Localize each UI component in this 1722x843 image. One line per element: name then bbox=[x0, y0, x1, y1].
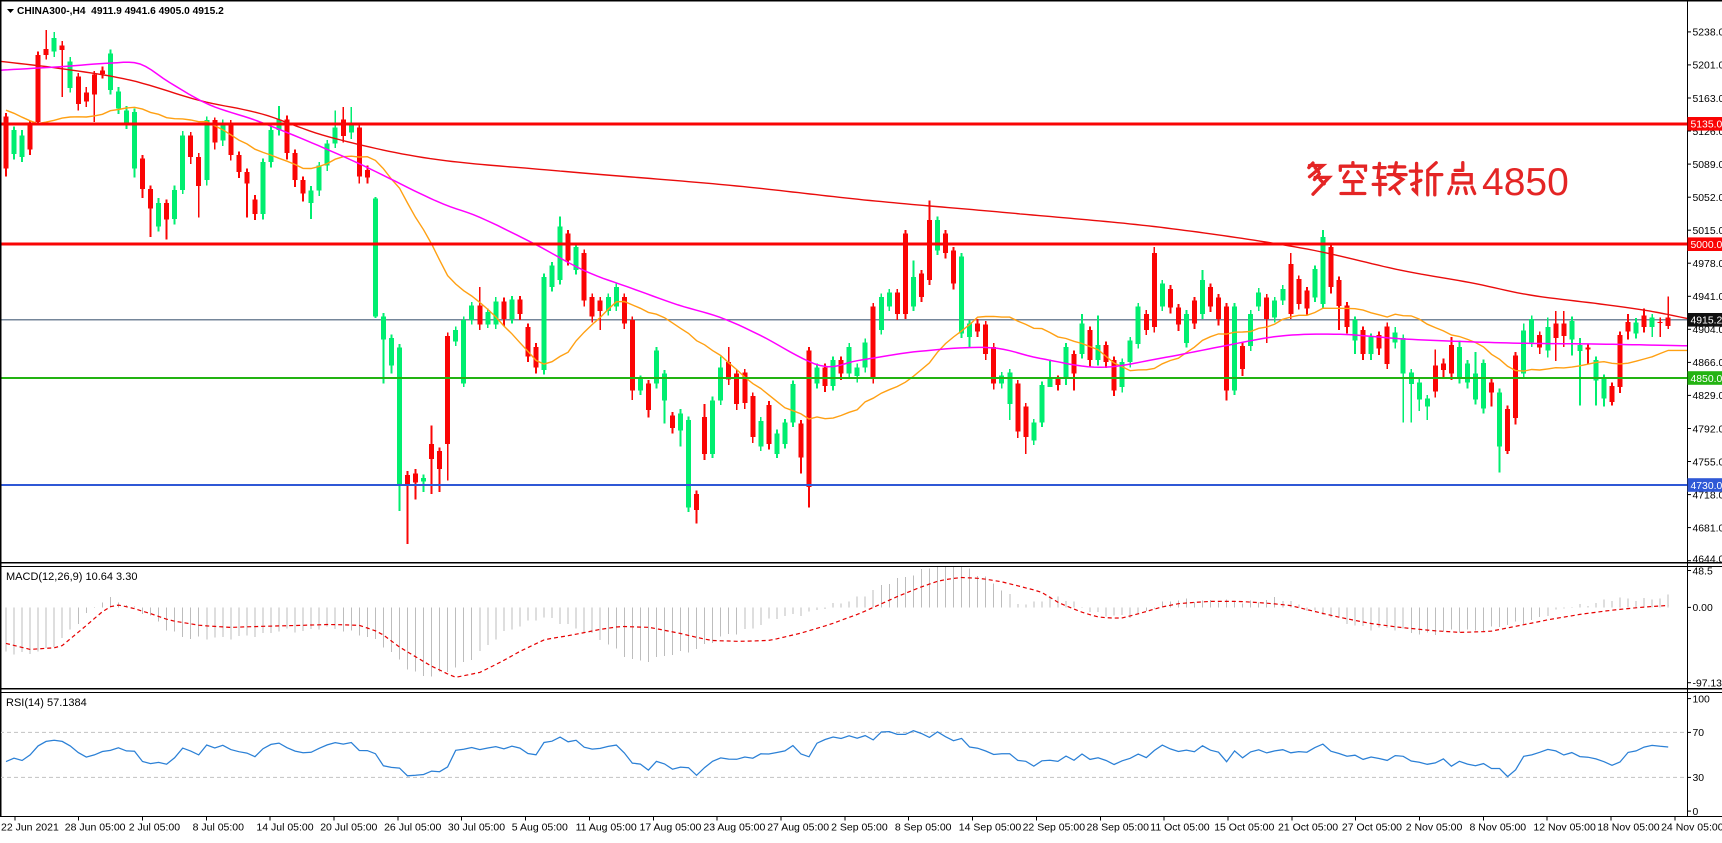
svg-text:100: 100 bbox=[1693, 694, 1711, 705]
svg-text:4755.0: 4755.0 bbox=[1693, 457, 1722, 468]
svg-text:8 Nov 05:00: 8 Nov 05:00 bbox=[1470, 822, 1527, 834]
svg-text:5 Aug 05:00: 5 Aug 05:00 bbox=[512, 822, 568, 834]
svg-text:27 Aug 05:00: 27 Aug 05:00 bbox=[767, 822, 829, 834]
svg-text:2 Nov 05:00: 2 Nov 05:00 bbox=[1406, 822, 1463, 834]
svg-text:11 Aug 05:00: 11 Aug 05:00 bbox=[576, 822, 637, 834]
svg-text:22 Jun 2021: 22 Jun 2021 bbox=[1, 822, 59, 834]
svg-text:48.5: 48.5 bbox=[1693, 566, 1713, 577]
svg-text:28 Sep 05:00: 28 Sep 05:00 bbox=[1087, 822, 1150, 834]
svg-text:4681.0: 4681.0 bbox=[1693, 523, 1722, 534]
svg-text:0.00: 0.00 bbox=[1693, 603, 1713, 614]
svg-text:12 Nov 05:00: 12 Nov 05:00 bbox=[1533, 822, 1596, 834]
svg-text:4730.0: 4730.0 bbox=[1691, 481, 1722, 492]
svg-text:4915.2: 4915.2 bbox=[1691, 316, 1722, 327]
svg-text:4644.0: 4644.0 bbox=[1693, 555, 1722, 566]
svg-text:2 Jul 05:00: 2 Jul 05:00 bbox=[129, 822, 181, 834]
svg-text:5201.0: 5201.0 bbox=[1693, 61, 1722, 72]
svg-text:22 Sep 05:00: 22 Sep 05:00 bbox=[1023, 822, 1086, 834]
svg-text:0: 0 bbox=[1693, 807, 1699, 818]
svg-text:5052.0: 5052.0 bbox=[1693, 193, 1722, 204]
svg-text:30 Jul 05:00: 30 Jul 05:00 bbox=[448, 822, 505, 834]
svg-text:14 Jul 05:00: 14 Jul 05:00 bbox=[256, 822, 313, 834]
svg-text:8 Jul 05:00: 8 Jul 05:00 bbox=[193, 822, 245, 834]
svg-text:70: 70 bbox=[1693, 728, 1705, 739]
svg-text:4792.0: 4792.0 bbox=[1693, 424, 1722, 435]
svg-text:4850.0: 4850.0 bbox=[1691, 374, 1722, 385]
svg-text:15 Oct 05:00: 15 Oct 05:00 bbox=[1214, 822, 1274, 834]
svg-text:MACD(12,26,9) 10.64 3.30: MACD(12,26,9) 10.64 3.30 bbox=[6, 571, 137, 583]
svg-text:5015.0: 5015.0 bbox=[1693, 226, 1722, 237]
svg-text:14 Sep 05:00: 14 Sep 05:00 bbox=[959, 822, 1022, 834]
svg-text:26 Jul 05:00: 26 Jul 05:00 bbox=[384, 822, 441, 834]
svg-text:5000.0: 5000.0 bbox=[1691, 240, 1722, 251]
svg-text:4866.0: 4866.0 bbox=[1693, 358, 1722, 369]
svg-text:-97.13: -97.13 bbox=[1693, 679, 1722, 690]
svg-text:17 Aug 05:00: 17 Aug 05:00 bbox=[640, 822, 702, 834]
svg-text:27 Oct 05:00: 27 Oct 05:00 bbox=[1342, 822, 1402, 834]
svg-text:5163.0: 5163.0 bbox=[1693, 94, 1722, 105]
svg-text:11 Oct 05:00: 11 Oct 05:00 bbox=[1150, 822, 1210, 834]
svg-text:18 Nov 05:00: 18 Nov 05:00 bbox=[1597, 822, 1660, 834]
svg-text:4850: 4850 bbox=[1482, 161, 1569, 204]
svg-text:21 Oct 05:00: 21 Oct 05:00 bbox=[1278, 822, 1338, 834]
svg-text:4978.0: 4978.0 bbox=[1693, 259, 1722, 270]
svg-text:4941.0: 4941.0 bbox=[1693, 292, 1722, 303]
svg-text:RSI(14) 57.1384: RSI(14) 57.1384 bbox=[6, 697, 87, 709]
svg-text:8 Sep 05:00: 8 Sep 05:00 bbox=[895, 822, 952, 834]
svg-text:CHINA300-,H4 4911.9 4941.6 49: CHINA300-,H4 4911.9 4941.6 4905.0 4915.2 bbox=[17, 6, 224, 17]
svg-text:5135.0: 5135.0 bbox=[1691, 120, 1722, 131]
svg-text:4904.0: 4904.0 bbox=[1693, 325, 1722, 336]
svg-text:20 Jul 05:00: 20 Jul 05:00 bbox=[320, 822, 377, 834]
svg-text:4829.0: 4829.0 bbox=[1693, 391, 1722, 402]
svg-text:4718.0: 4718.0 bbox=[1693, 490, 1722, 501]
svg-text:28 Jun 05:00: 28 Jun 05:00 bbox=[65, 822, 126, 834]
svg-text:23 Aug 05:00: 23 Aug 05:00 bbox=[703, 822, 765, 834]
svg-text:30: 30 bbox=[1693, 773, 1705, 784]
svg-text:2 Sep 05:00: 2 Sep 05:00 bbox=[831, 822, 888, 834]
svg-text:5089.0: 5089.0 bbox=[1693, 160, 1722, 171]
svg-text:24 Nov 05:00: 24 Nov 05:00 bbox=[1661, 822, 1722, 834]
svg-text:5238.0: 5238.0 bbox=[1693, 28, 1722, 39]
